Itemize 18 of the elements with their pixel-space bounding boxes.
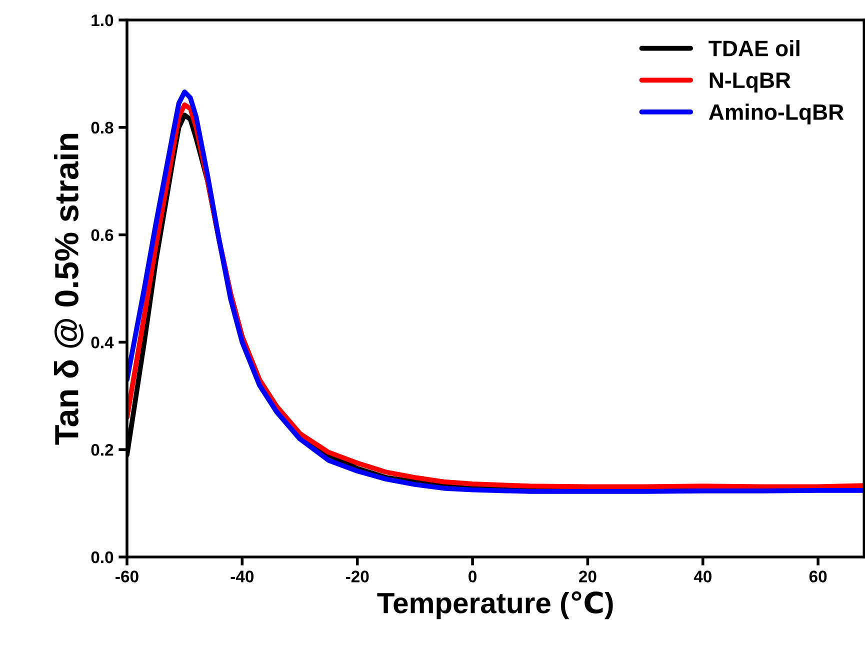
legend-label: Amino-LqBR [708, 104, 844, 124]
y-tick-label: 0.0 [91, 551, 114, 564]
x-tick-label: 60 [809, 570, 827, 582]
legend-label: N-LqBR [710, 72, 791, 93]
x-tick-label: 0 [468, 570, 476, 582]
y-tick-label: 1.0 [92, 14, 114, 26]
x-tick-label: -40 [230, 570, 254, 582]
y-tick-label: 0.8 [91, 122, 114, 134]
y-axis-title: Tan δ @ 0.5% strain [54, 134, 84, 445]
x-tick-label: 20 [579, 570, 596, 582]
x-tick-label: -60 [116, 570, 138, 582]
x-tick-label: -20 [346, 570, 369, 582]
legend-label: TDAE oil [708, 40, 800, 56]
y-tick-label: 0.2 [91, 444, 114, 456]
x-axis-title: Temperature (℃) [377, 591, 613, 620]
x-tick-label: 40 [694, 570, 712, 582]
y-tick-label: 0.6 [91, 229, 114, 242]
y-tick-label: 0.4 [91, 336, 114, 348]
